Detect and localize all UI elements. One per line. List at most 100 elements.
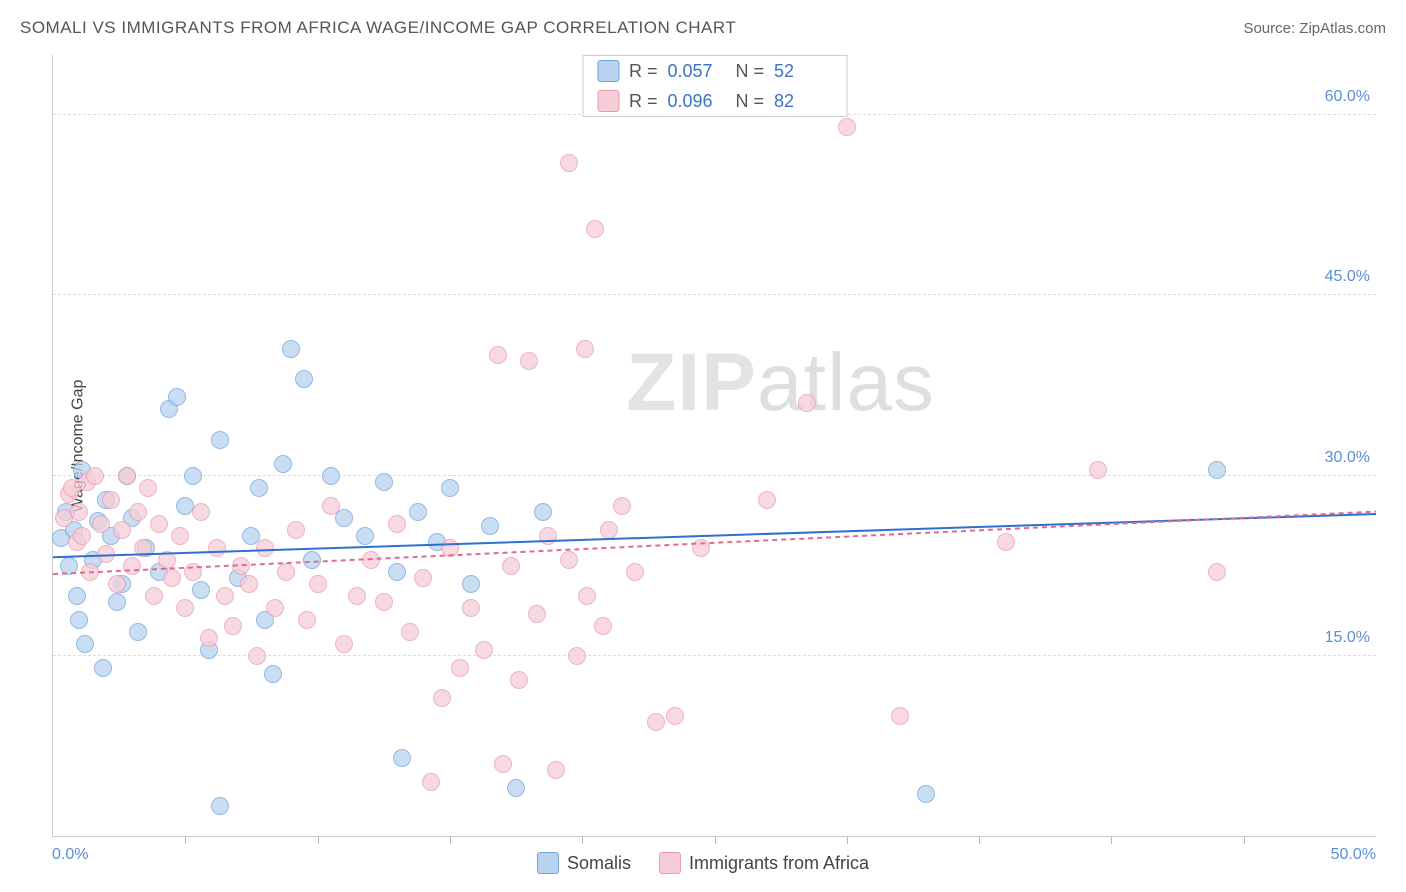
correlation-legend: R =0.057N =52R =0.096N =82 (582, 55, 847, 117)
x-tick (318, 836, 319, 844)
legend-item: Somalis (537, 852, 631, 874)
data-point (433, 689, 451, 707)
gridline (53, 294, 1376, 295)
data-point (568, 647, 586, 665)
data-point (282, 340, 300, 358)
data-point (1208, 563, 1226, 581)
r-value: 0.096 (668, 91, 726, 112)
x-tick-min: 0.0% (52, 846, 88, 864)
data-point (576, 340, 594, 358)
legend-row: R =0.057N =52 (583, 56, 846, 86)
watermark: ZIPatlas (626, 336, 935, 430)
data-point (534, 503, 552, 521)
data-point (917, 785, 935, 803)
data-point (145, 587, 163, 605)
data-point (123, 557, 141, 575)
data-point (232, 557, 250, 575)
data-point (348, 587, 366, 605)
scatter-chart: ZIPatlas 15.0%30.0%45.0%60.0%R =0.057N =… (52, 55, 1376, 837)
data-point (462, 599, 480, 617)
data-point (298, 611, 316, 629)
data-point (92, 515, 110, 533)
data-point (388, 563, 406, 581)
y-tick-label: 15.0% (1325, 629, 1370, 647)
x-tick (979, 836, 980, 844)
legend-row: R =0.096N =82 (583, 86, 846, 116)
data-point (422, 773, 440, 791)
y-tick-label: 30.0% (1325, 449, 1370, 467)
x-tick (1244, 836, 1245, 844)
n-label: N = (736, 91, 765, 112)
data-point (414, 569, 432, 587)
data-point (266, 599, 284, 617)
data-point (891, 707, 909, 725)
data-point (362, 551, 380, 569)
x-tick-max: 50.0% (1331, 846, 1376, 864)
data-point (1089, 461, 1107, 479)
data-point (798, 394, 816, 412)
data-point (502, 557, 520, 575)
data-point (68, 587, 86, 605)
data-point (216, 587, 234, 605)
data-point (192, 581, 210, 599)
data-point (322, 497, 340, 515)
data-point (356, 527, 374, 545)
data-point (168, 388, 186, 406)
n-value: 82 (774, 91, 832, 112)
data-point (594, 617, 612, 635)
data-point (134, 539, 152, 557)
data-point (256, 539, 274, 557)
data-point (475, 641, 493, 659)
data-point (102, 491, 120, 509)
data-point (335, 635, 353, 653)
data-point (118, 467, 136, 485)
data-point (113, 521, 131, 539)
data-point (163, 569, 181, 587)
data-point (70, 611, 88, 629)
data-point (510, 671, 528, 689)
data-point (462, 575, 480, 593)
data-point (108, 575, 126, 593)
data-point (507, 779, 525, 797)
data-point (409, 503, 427, 521)
data-point (692, 539, 710, 557)
data-point (150, 515, 168, 533)
data-point (86, 467, 104, 485)
bottom-legend: SomalisImmigrants from Africa (537, 852, 869, 874)
legend-swatch (597, 60, 619, 82)
data-point (441, 539, 459, 557)
data-point (309, 575, 327, 593)
data-point (240, 575, 258, 593)
data-point (171, 527, 189, 545)
data-point (997, 533, 1015, 551)
data-point (520, 352, 538, 370)
data-point (600, 521, 618, 539)
y-tick-label: 60.0% (1325, 88, 1370, 106)
data-point (303, 551, 321, 569)
data-point (666, 707, 684, 725)
data-point (388, 515, 406, 533)
data-point (626, 563, 644, 581)
legend-swatch (537, 852, 559, 874)
data-point (393, 749, 411, 767)
data-point (211, 797, 229, 815)
data-point (441, 479, 459, 497)
data-point (184, 467, 202, 485)
data-point (539, 527, 557, 545)
x-tick (847, 836, 848, 844)
data-point (81, 563, 99, 581)
data-point (481, 517, 499, 535)
data-point (547, 761, 565, 779)
r-value: 0.057 (668, 61, 726, 82)
data-point (108, 593, 126, 611)
data-point (94, 659, 112, 677)
data-point (287, 521, 305, 539)
data-point (224, 617, 242, 635)
data-point (322, 467, 340, 485)
data-point (560, 154, 578, 172)
data-point (211, 431, 229, 449)
data-point (264, 665, 282, 683)
n-label: N = (736, 61, 765, 82)
x-tick (582, 836, 583, 844)
data-point (758, 491, 776, 509)
